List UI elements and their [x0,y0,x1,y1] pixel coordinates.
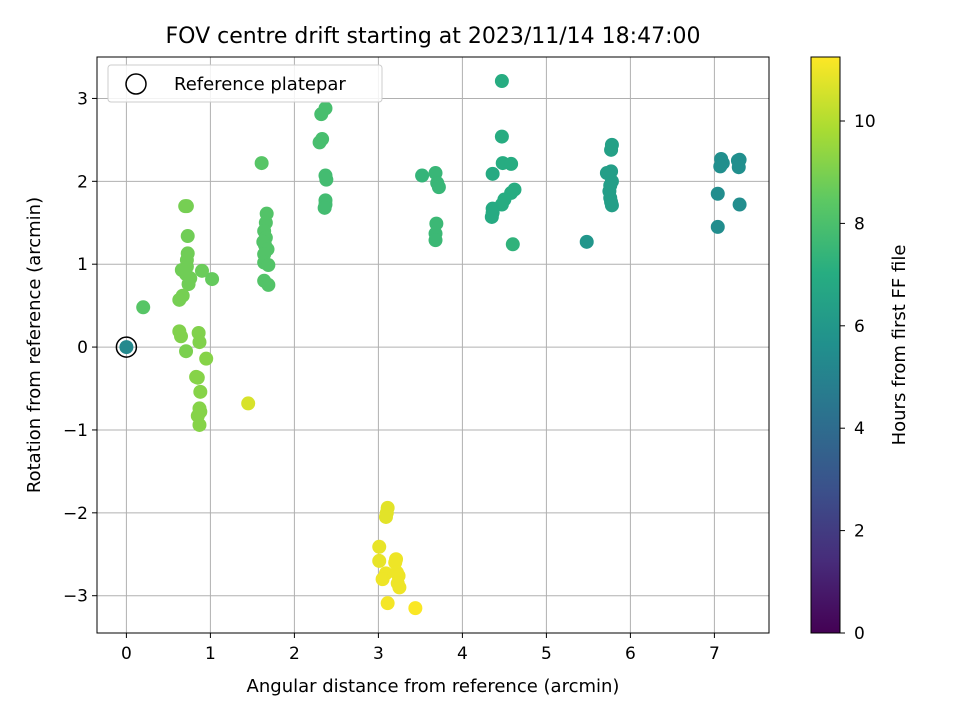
y-tick-label: 3 [77,89,88,109]
scatter-point [180,229,195,244]
legend: Reference platepar [107,64,383,103]
scatter-point [317,200,332,215]
scatter-point [193,384,208,399]
y-tick-label: 2 [77,172,88,192]
scatter-point [494,129,509,144]
scatter-point [174,329,188,344]
y-axis-ticks: −3 −2 −1 0 1 2 3 [63,89,97,607]
scatter-point [205,272,220,287]
scatter-point [241,396,256,411]
colorbar-tick-label: 4 [854,419,865,439]
scatter-point [485,166,500,181]
scatter-point [604,198,619,213]
scatter-point [190,370,205,385]
scatter-point [261,258,276,273]
scatter-point [732,197,747,212]
x-tick-label: 3 [373,644,384,664]
scatter-point [428,233,443,248]
scatter-point [119,340,134,355]
x-axis-label: Angular distance from reference (arcmin) [247,676,620,697]
y-tick-label: −2 [63,504,88,524]
colorbar-tick-label: 6 [854,317,865,337]
colorbar-label: Hours from first FF file [889,245,910,446]
scatter-point [604,137,619,152]
scatter-point [378,509,393,524]
y-tick-label: 1 [77,255,88,275]
reference-marker [115,336,138,358]
colorbar-ticks: 0 2 4 6 8 10 [840,112,876,644]
scatter-point [713,159,728,174]
legend-marker-icon [125,73,147,95]
scatter-point [195,263,209,278]
scatter-point [261,277,276,292]
x-axis-ticks: 0 1 2 3 4 5 6 7 [121,633,720,664]
scatter-point [181,277,196,292]
x-tick-label: 6 [625,644,636,664]
scatter-point [408,601,423,616]
chart-title: FOV centre drift starting at 2023/11/14 … [166,24,701,49]
scatter-point [314,107,329,122]
scatter-point [319,172,334,187]
colorbar-tick-label: 2 [854,522,865,542]
scatter-point [484,209,499,224]
scatter-point [192,417,207,432]
scatter-point [172,292,187,307]
scatter-point [192,335,207,350]
y-tick-label: −3 [63,587,88,607]
colorbar-tick-label: 10 [854,112,876,132]
scatter-point [505,237,520,252]
plot-frame [96,56,770,634]
legend-box [107,64,383,103]
scatter-point [254,156,269,171]
scatter-point [375,572,390,587]
scatter-points [115,74,747,616]
scatter-point [179,344,194,359]
scatter-point [579,234,594,249]
x-tick-label: 7 [709,644,720,664]
scatter-point [372,553,387,568]
colorbar-tick-label: 0 [854,624,865,644]
x-tick-label: 1 [205,644,216,664]
scatter-point [312,135,327,150]
scatter-point [731,160,746,175]
scatter-point [504,156,519,171]
scatter-point [710,186,725,201]
y-axis-label: Rotation from reference (arcmin) [24,197,45,493]
x-tick-label: 2 [289,644,300,664]
scatter-point [380,596,395,611]
legend-entry: Reference platepar [174,74,346,95]
scatter-point [710,219,725,234]
scatter-point [494,74,509,89]
y-tick-label: −1 [63,421,88,441]
scatter-point [136,300,151,315]
scatter-point [415,168,430,183]
x-tick-label: 4 [457,644,468,664]
scatter-point [178,199,193,214]
colorbar-tick-label: 8 [854,214,865,234]
x-tick-label: 5 [541,644,552,664]
scatter-point [431,180,446,195]
scatter-point [199,351,214,366]
scatter-point [372,539,387,554]
y-tick-label: 0 [77,338,88,358]
x-tick-label: 0 [121,644,132,664]
scatter-point [392,580,407,595]
colorbar [810,56,841,634]
